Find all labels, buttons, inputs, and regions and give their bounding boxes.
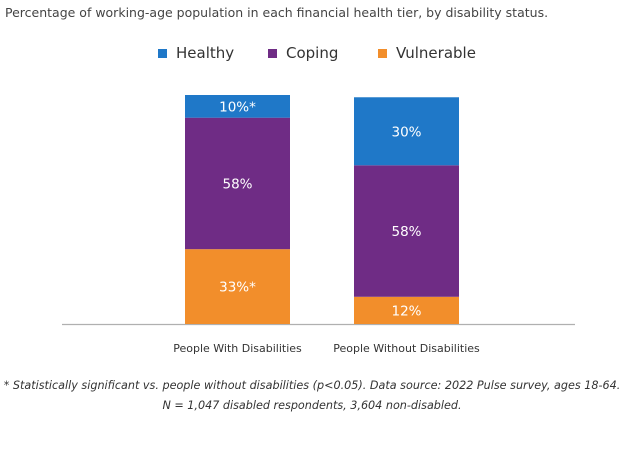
legend-label-healthy: Healthy	[176, 44, 234, 62]
data-label-healthy-people-with-disabilities: 10%*	[219, 99, 256, 115]
legend-swatch-coping	[268, 49, 277, 58]
legend-label-vulnerable: Vulnerable	[396, 44, 476, 62]
bar-coping-people-with-disabilities	[185, 117, 290, 250]
data-label-vulnerable-people-without-disabilities: 12%	[391, 303, 421, 319]
legend-label-coping: Coping	[286, 44, 338, 62]
legend-swatch-healthy	[158, 49, 167, 58]
data-label-vulnerable-people-with-disabilities: 33%*	[219, 280, 256, 296]
bar-healthy-people-without-disabilities	[354, 97, 459, 166]
data-label-healthy-people-without-disabilities: 30%	[391, 124, 421, 140]
bar-coping-people-without-disabilities	[354, 165, 459, 297]
chart-title: Percentage of working-age population in …	[5, 5, 549, 20]
bar-vulnerable-people-with-disabilities	[185, 249, 290, 324]
x-tick-label-people-without-disabilities: People Without Disabilities	[333, 342, 480, 355]
stacked-bar-chart: 33%* 58% 10%* People With Disabilities 12% 58…	[62, 44, 575, 355]
footnote-line-1: * Statistically significant vs. people w…	[3, 379, 621, 392]
data-label-coping-people-with-disabilities: 58%	[222, 176, 252, 192]
bar-healthy-people-with-disabilities	[185, 95, 290, 118]
footnote: * Statistically significant vs. people w…	[0, 376, 624, 416]
data-label-coping-people-without-disabilities: 58%	[391, 224, 421, 240]
x-tick-label-people-with-disabilities: People With Disabilities	[173, 342, 302, 355]
footnote-line-2: N = 1,047 disabled respondents, 3,604 no…	[162, 399, 462, 412]
legend-swatch-vulnerable	[378, 49, 387, 58]
bar-vulnerable-people-without-disabilities	[354, 296, 459, 324]
